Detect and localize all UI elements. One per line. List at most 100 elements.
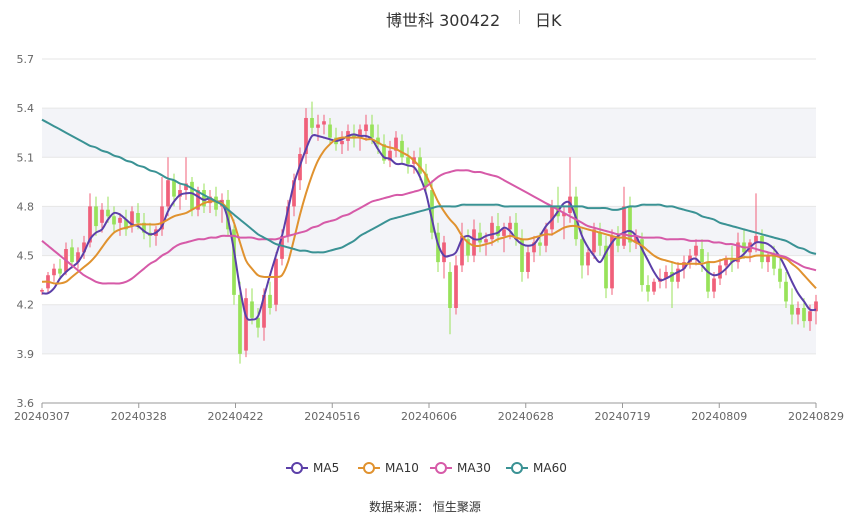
candle-body [784, 281, 788, 302]
candle [460, 222, 464, 272]
candle [112, 206, 116, 233]
candle-body [292, 180, 296, 207]
candle-body [322, 121, 326, 125]
candle-body [286, 206, 290, 236]
legend-label: MA60 [533, 461, 567, 475]
y-axis: 5.7 5.4 5.1 4.8 4.5 4.2 3.9 3.6 [17, 53, 35, 410]
candle [466, 229, 470, 263]
candle-body [406, 157, 410, 164]
plot-band [42, 108, 816, 158]
candle-body [580, 239, 584, 266]
candle-body [310, 117, 314, 128]
candle-body [652, 281, 656, 292]
candle-body [526, 252, 530, 272]
candle [238, 281, 242, 364]
x-tick-label: 20240516 [304, 410, 360, 423]
x-tick-label: 20240809 [691, 410, 747, 423]
data-source-value: 恒生聚源 [432, 500, 481, 514]
candle [178, 183, 182, 210]
x-tick-label: 20240422 [208, 410, 264, 423]
candle [604, 235, 608, 299]
ma30-line [41, 169, 817, 285]
legend-item-ma60[interactable]: MA60 [506, 458, 567, 478]
candle-body [70, 247, 74, 263]
y-tick-label: 5.1 [17, 151, 35, 164]
candle [526, 245, 530, 279]
candle-body [214, 196, 218, 210]
candle-body [268, 294, 272, 308]
candle [202, 183, 206, 213]
candle-body [490, 222, 494, 240]
candle [622, 186, 626, 250]
candle [340, 131, 344, 155]
candle-body [634, 235, 638, 243]
candle-body [424, 173, 428, 187]
candle-body [430, 190, 434, 233]
x-axis: 20240307 20240328 20240422 20240516 20240606… [14, 402, 844, 423]
candle-body [550, 206, 554, 230]
candle [70, 239, 74, 269]
x-tick-label: 20240628 [498, 410, 554, 423]
candle-body [160, 206, 164, 230]
legend-item-ma5[interactable]: MA5 [286, 458, 339, 478]
candle-body [682, 262, 686, 269]
candle-body [340, 140, 344, 145]
y-tick-label: 3.6 [17, 397, 35, 410]
candle [442, 235, 446, 279]
legend-item-ma30[interactable]: MA30 [430, 458, 491, 478]
candle-body [676, 268, 680, 282]
candle-body [718, 265, 722, 279]
candle [124, 209, 128, 236]
candle [454, 255, 458, 315]
candle-body [238, 294, 242, 354]
candle-body [724, 258, 728, 266]
period-label: 日K [535, 11, 562, 30]
candle [784, 271, 788, 308]
candle-body [508, 222, 512, 230]
legend-marker-icon [430, 461, 452, 475]
candle [310, 101, 314, 135]
candle-body [172, 180, 176, 197]
candle-body [514, 222, 518, 240]
candle-body [136, 212, 140, 223]
candle-body [496, 226, 500, 236]
candle [532, 235, 536, 263]
candle-body [418, 157, 422, 174]
candle [688, 249, 692, 269]
candle-body [178, 190, 182, 197]
candle-body [94, 206, 98, 227]
candle-body [598, 232, 602, 246]
x-tick-label: 20240606 [401, 410, 457, 423]
candle-body [208, 196, 212, 204]
candle-body [766, 255, 770, 263]
candle-body [250, 301, 254, 318]
candle [388, 140, 392, 168]
candle [448, 262, 452, 335]
candle [130, 206, 134, 233]
kline-chart: 5.7 5.4 5.1 4.8 4.5 4.2 3.9 3.6 20240307 2024032… [14, 53, 844, 423]
chart-title: 博世科 300422 日K [0, 0, 850, 34]
candle-body [778, 268, 782, 282]
candle-body [586, 252, 590, 266]
ma60-line [41, 118, 817, 255]
candle [568, 157, 572, 223]
candle-body [202, 190, 206, 207]
stock-name: 博世科 300422 [386, 11, 501, 30]
x-tick-label: 20240328 [111, 410, 167, 423]
candle-body [244, 298, 248, 351]
candle-body [256, 317, 260, 328]
y-tick-label: 4.5 [17, 250, 35, 263]
candle [400, 134, 404, 164]
candle-body [712, 278, 716, 292]
candle-body [478, 232, 482, 243]
x-tick-label: 20240719 [595, 410, 651, 423]
candle [406, 147, 410, 174]
candle-body [772, 255, 776, 269]
legend-item-ma10[interactable]: MA10 [358, 458, 419, 478]
candle [268, 281, 272, 315]
y-tick-label: 5.7 [17, 53, 35, 66]
candle-body [604, 245, 608, 289]
candle [226, 190, 230, 236]
plot-band [42, 304, 816, 354]
candle [232, 219, 236, 305]
